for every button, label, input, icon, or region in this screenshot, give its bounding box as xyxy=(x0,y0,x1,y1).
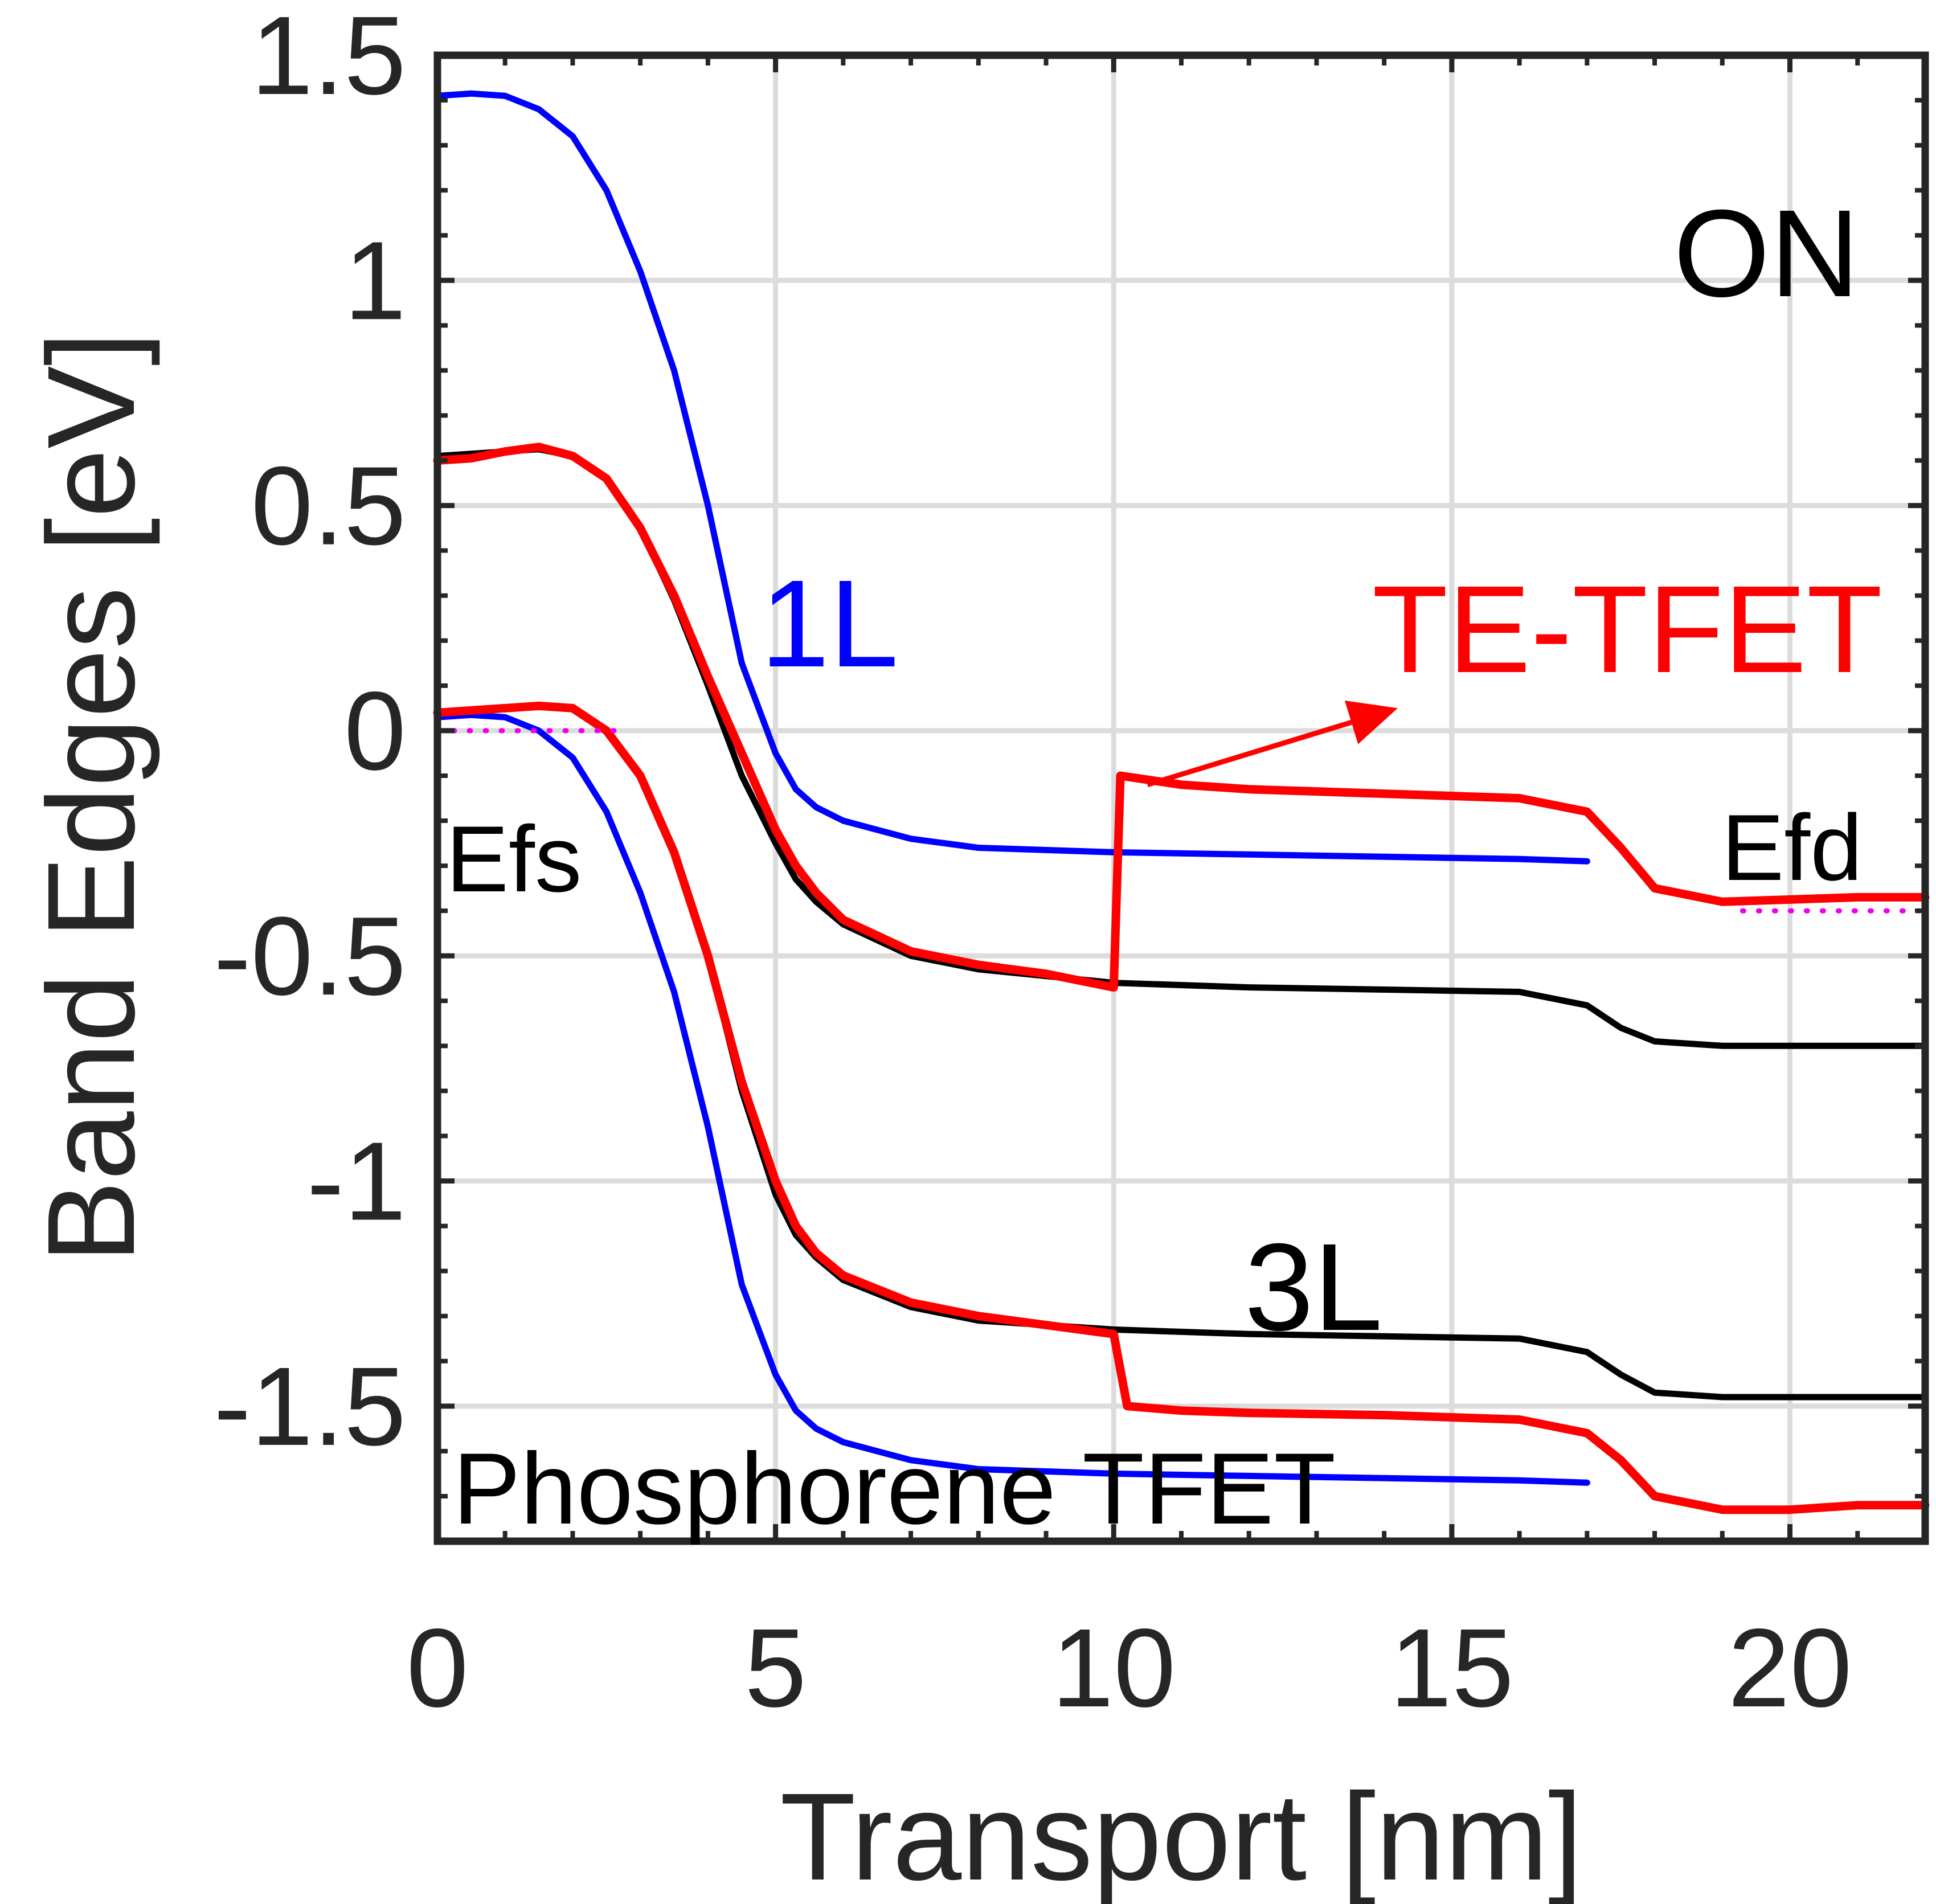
x-axis-title: Transport [nm] xyxy=(780,1768,1582,1904)
y-tick-label: -1.5 xyxy=(214,1344,406,1469)
series-line xyxy=(434,90,1590,865)
series-line xyxy=(434,702,1929,1401)
series-line xyxy=(433,443,1930,992)
grid-lines xyxy=(437,55,1925,1541)
tick-labels: 0 5 10 15 20 1.5 1 0.5 0 -0.5 -1 -1.5 xyxy=(214,0,1852,1730)
x-tick-label: 15 xyxy=(1390,1606,1514,1730)
one-layer-label: 1L xyxy=(760,555,898,693)
y-tick-label: 0.5 xyxy=(251,444,406,568)
y-tick-label: 1.5 xyxy=(251,0,406,118)
te-tfet-arrow-head xyxy=(1344,700,1398,744)
y-tick-label: -0.5 xyxy=(214,894,406,1018)
efd-label: Efd xyxy=(1721,795,1863,900)
x-tick-label: 20 xyxy=(1728,1606,1852,1730)
te-tfet-arrow xyxy=(1147,719,1352,788)
on-label: ON xyxy=(1673,185,1860,323)
phosphorene-tfet-label: Phosphorene TFET xyxy=(453,1432,1336,1545)
series-line xyxy=(434,711,1590,1486)
efs-label: Efs xyxy=(446,806,582,911)
y-axis-title: Band Edges [eV] xyxy=(22,331,161,1263)
x-tick-label: 5 xyxy=(744,1606,807,1730)
three-layer-label: 3L xyxy=(1245,1218,1382,1357)
series-line xyxy=(433,701,1930,1514)
x-tick-label: 10 xyxy=(1051,1606,1176,1730)
y-tick-label: -1 xyxy=(307,1119,406,1244)
y-tick-label: 0 xyxy=(344,669,406,793)
tick-marks xyxy=(435,52,1925,1541)
te-tfet-label: TE-TFET xyxy=(1372,560,1882,699)
x-tick-label: 0 xyxy=(406,1606,468,1730)
series-layer xyxy=(433,90,1930,1514)
y-tick-label: 1 xyxy=(344,218,406,343)
